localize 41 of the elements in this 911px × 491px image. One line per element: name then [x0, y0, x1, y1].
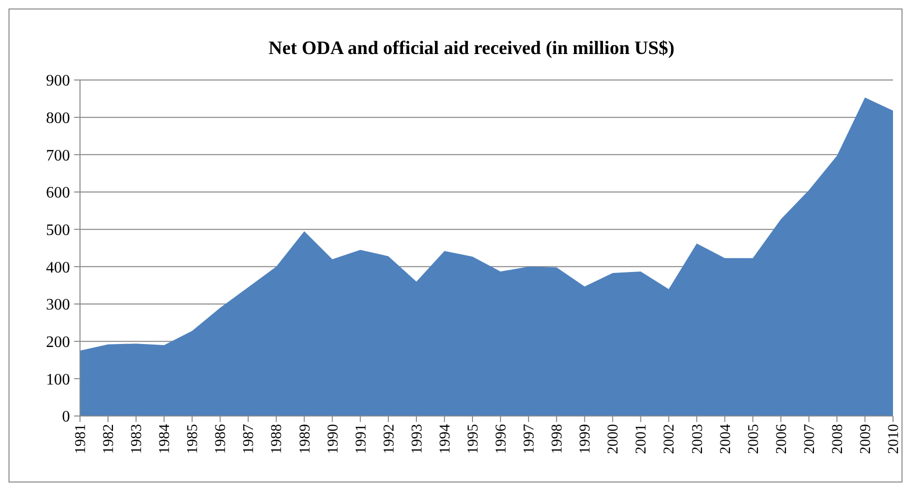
x-tick-label: 1992 [381, 424, 398, 454]
x-tick-label: 1995 [465, 424, 482, 454]
x-tick-label: 2009 [858, 424, 874, 454]
x-tick-label: 1987 [241, 424, 258, 454]
x-tick-label: 2002 [662, 424, 678, 454]
y-tick-label: 300 [46, 296, 70, 314]
y-tick-label: 900 [46, 72, 70, 90]
y-tick-label: 600 [46, 184, 70, 202]
x-tick-label: 2006 [774, 424, 790, 454]
x-tick-label: 2008 [830, 424, 846, 454]
x-tick-label: 2003 [690, 424, 706, 454]
x-tick-label: 1991 [353, 424, 370, 454]
x-tick-label: 2004 [718, 424, 734, 454]
x-tick-label: 1989 [297, 424, 314, 454]
y-tick-label: 500 [46, 222, 70, 239]
x-tick-label: 1981 [73, 424, 89, 454]
x-tick-label: 2010 [886, 424, 902, 454]
x-tick-label: 1998 [550, 424, 566, 454]
x-tick-label: 2005 [746, 424, 762, 454]
x-tick-label: 1984 [157, 424, 174, 454]
x-tick-label: 1985 [185, 424, 202, 454]
y-tick-label: 800 [46, 110, 70, 127]
x-tick-label: 1990 [325, 424, 342, 454]
y-tick-label: 400 [46, 259, 70, 276]
y-tick-label: 200 [46, 334, 70, 351]
y-tick-label: 0 [62, 408, 70, 426]
x-tick-label: 1997 [522, 424, 538, 454]
x-tick-label: 1993 [409, 424, 426, 454]
x-tick-label: 1983 [129, 424, 146, 454]
y-tick-label: 700 [46, 147, 70, 164]
x-tick-label: 1986 [213, 424, 230, 454]
chart-title: Net ODA and official aid received (in million US$) [268, 38, 675, 59]
x-tick-label: 1988 [269, 424, 286, 454]
x-tick-label: 2000 [606, 424, 622, 454]
x-tick-label: 1994 [437, 424, 454, 454]
x-tick-label: 1996 [494, 424, 510, 454]
x-tick-label: 2007 [802, 424, 818, 454]
x-tick-label: 2001 [634, 424, 650, 454]
y-tick-label: 100 [46, 371, 70, 388]
x-tick-label: 1999 [578, 424, 594, 454]
x-tick-label: 1982 [101, 424, 118, 454]
